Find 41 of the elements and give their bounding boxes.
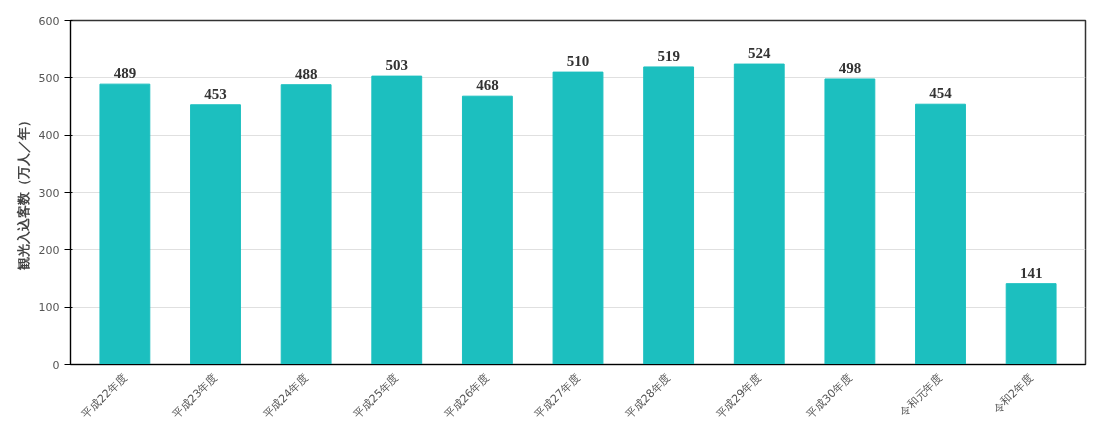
y-tick-label: 200 <box>38 243 60 257</box>
data-label: 519 <box>657 47 680 64</box>
bar <box>99 83 151 365</box>
data-label: 489 <box>113 65 137 82</box>
x-tick-label: 平成29年度 <box>713 370 764 422</box>
y-axis-title: 観光入込客数（万人／年） <box>15 114 31 272</box>
bar <box>371 75 423 365</box>
data-label: 454 <box>929 85 953 102</box>
x-tick-label: 令和元年度 <box>897 370 946 419</box>
bar <box>461 95 513 365</box>
y-tick-label: 600 <box>38 14 60 28</box>
x-tick-label: 平成28年度 <box>623 370 674 422</box>
bar <box>280 84 332 365</box>
x-tick-label: 平成24年度 <box>260 370 311 422</box>
y-tick-label: 300 <box>38 186 60 200</box>
bar <box>643 66 695 365</box>
bar <box>552 71 604 365</box>
bar <box>733 63 785 365</box>
data-label: 488 <box>294 65 318 82</box>
data-label: 510 <box>566 53 590 70</box>
bar <box>190 104 241 365</box>
data-label: 524 <box>748 45 771 62</box>
x-tick-label: 平成26年度 <box>441 370 492 422</box>
y-tick-label: 400 <box>38 129 60 143</box>
y-tick-label: 0 <box>52 358 60 372</box>
y-tick-label: 100 <box>38 301 60 315</box>
bar <box>1005 283 1057 365</box>
x-tick-label: 平成22年度 <box>79 370 130 422</box>
y-tick-label: 500 <box>38 71 60 85</box>
data-label: 453 <box>204 85 227 102</box>
x-tick-label: 令和2年度 <box>990 370 1036 417</box>
bar <box>915 103 966 365</box>
x-tick-label: 平成30年度 <box>804 370 855 422</box>
x-tick-label: 平成23年度 <box>169 370 221 422</box>
bar <box>824 78 876 365</box>
data-label: 503 <box>385 57 408 74</box>
data-label: 468 <box>476 77 499 94</box>
x-tick-label: 平成27年度 <box>532 370 583 422</box>
data-label: 498 <box>838 59 862 76</box>
data-label: 141 <box>1019 264 1043 281</box>
x-tick-label: 平成25年度 <box>351 370 402 422</box>
